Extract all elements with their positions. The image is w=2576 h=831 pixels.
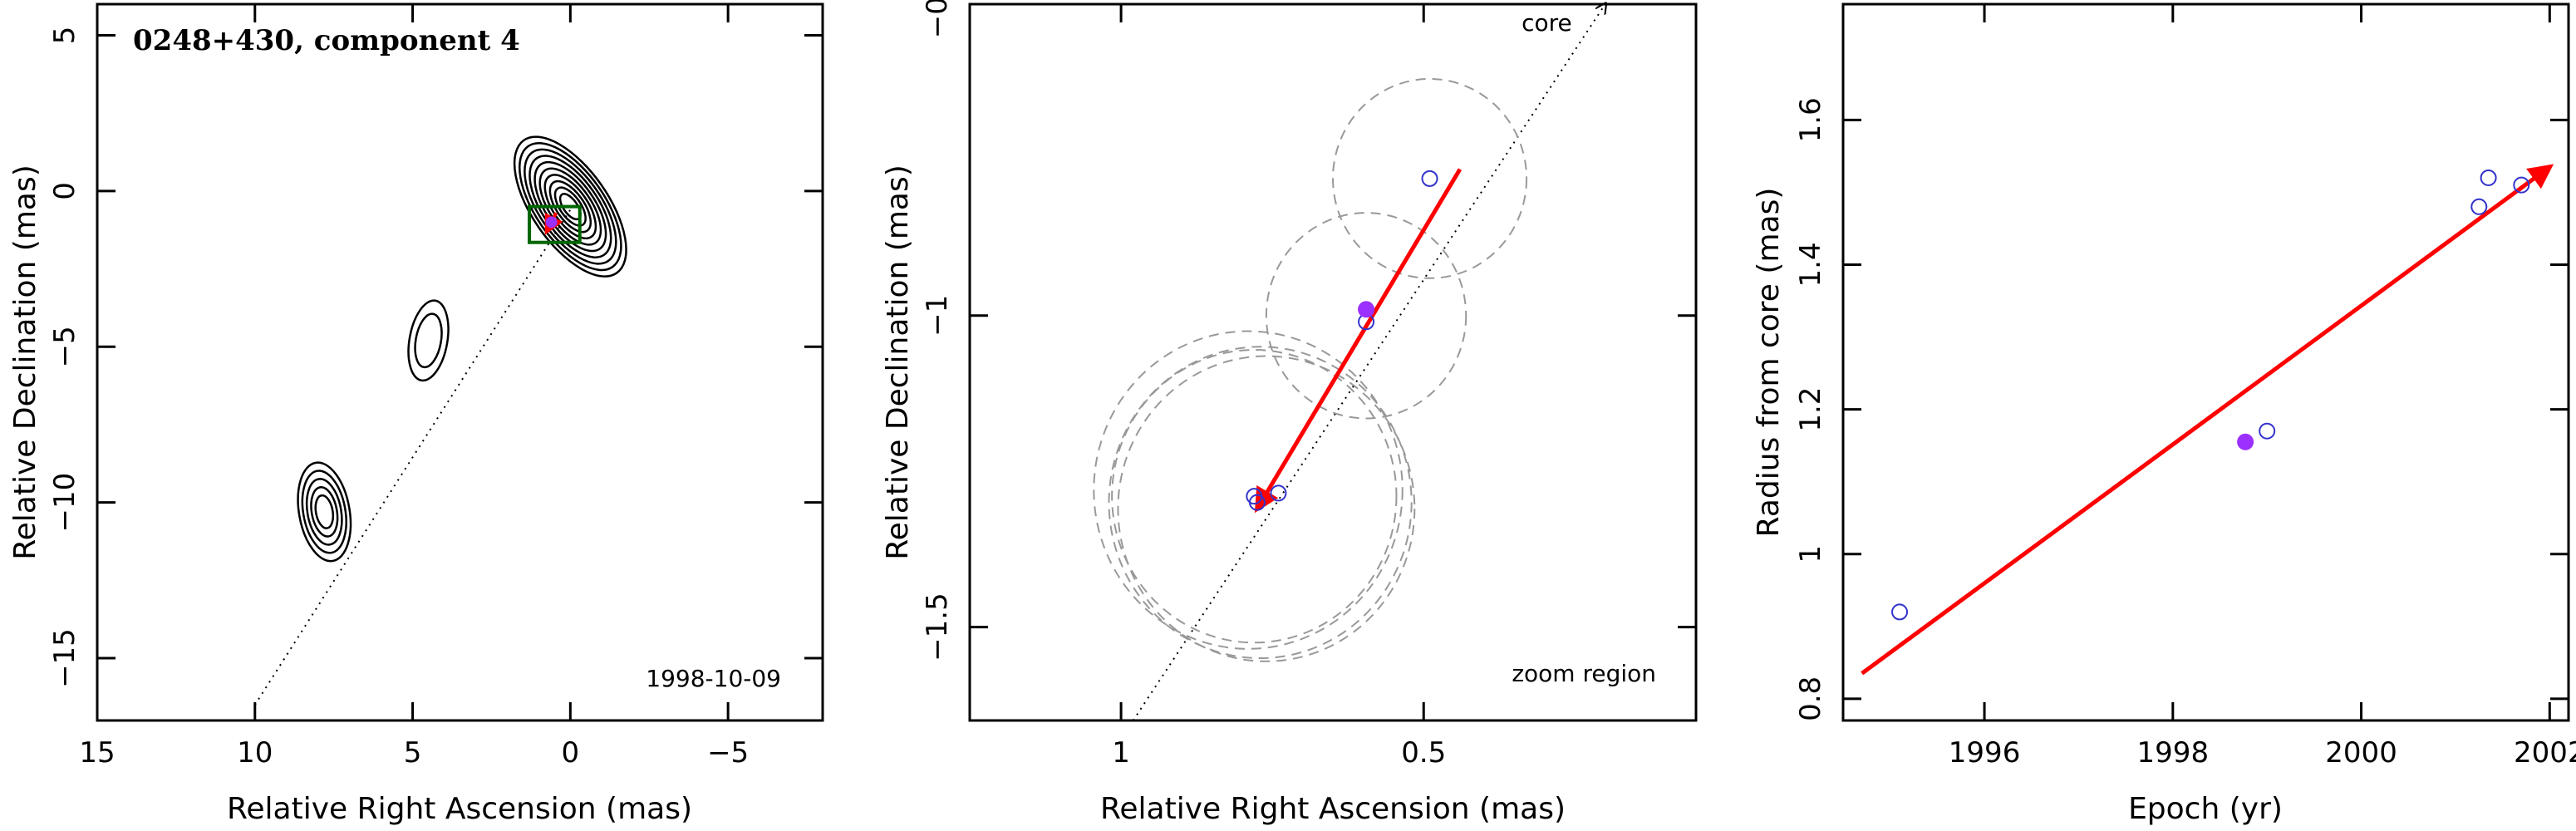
uncertainty-circle	[1117, 355, 1416, 662]
x-tick-label: 1	[1112, 736, 1130, 770]
uncertainty-circle	[1265, 212, 1467, 420]
y-tick-label: 1.2	[1794, 387, 1827, 432]
y-axis-label: Relative Declination (mas)	[8, 165, 42, 560]
x-tick-label: 15	[79, 736, 115, 770]
data-point-current	[1358, 301, 1375, 318]
contour-level	[407, 299, 450, 382]
contour-level	[414, 312, 443, 369]
y-tick-label: −1.5	[921, 593, 954, 661]
contour-level	[314, 494, 335, 529]
y-tick-label: −15	[48, 628, 81, 688]
plot-frame	[1841, 2, 2570, 722]
y-tick-label: 0.8	[1794, 676, 1827, 721]
contour-level	[553, 186, 587, 227]
data-point	[1421, 170, 1438, 187]
data-point	[1891, 603, 1909, 621]
zoom-box	[528, 204, 582, 244]
y-axis-label: Relative Declination (mas)	[881, 165, 915, 560]
contour-level	[310, 486, 339, 538]
y-tick-label: 1	[1794, 545, 1827, 563]
x-axis-label: Relative Right Ascension (mas)	[227, 792, 692, 826]
data-point	[2513, 176, 2530, 194]
x-tick-label: 10	[237, 736, 273, 770]
data-point-current	[2237, 433, 2254, 450]
y-tick-label: −0.5	[921, 0, 954, 38]
contour-level	[519, 142, 622, 272]
contour-level	[297, 461, 352, 563]
x-tick-label: 2000	[2325, 736, 2397, 770]
panel-title: 0248+430, component 4	[133, 24, 520, 57]
panel-radius-epoch: 1996 1998 2000 2002 0.8 1 1.2 1.4 1.6 Epoch (yr)…	[1752, 2, 2576, 826]
y-tick-label: 1.6	[1794, 97, 1827, 142]
data-point	[1248, 494, 1266, 511]
component-marker	[545, 216, 558, 229]
uncertainty-circle	[1111, 349, 1398, 644]
y-tick-label: −10	[48, 473, 81, 533]
contour-level	[513, 135, 627, 278]
x-axis-label: Epoch (yr)	[2128, 792, 2283, 826]
plot-frame	[968, 2, 1698, 722]
core-label: core	[1522, 9, 1572, 37]
jet-axis-line	[1132, 4, 1605, 721]
y-tick-label: 0	[48, 182, 81, 200]
x-tick-label: 1998	[2137, 736, 2210, 770]
uncertainty-circle	[1108, 346, 1413, 660]
x-tick-label: 5	[404, 736, 422, 770]
uncertainty-circle	[1093, 330, 1404, 650]
jet-axis-line	[253, 209, 572, 706]
uncertainty-circle	[1332, 77, 1528, 279]
x-tick-label: 0	[562, 736, 580, 770]
x-tick-label: 0.5	[1401, 736, 1446, 770]
data-point	[2480, 169, 2497, 186]
data-point	[2259, 422, 2276, 440]
zoom-annotation: zoom region	[1512, 660, 1656, 687]
data-point	[1270, 484, 1287, 502]
y-tick-label: −1	[921, 295, 954, 337]
x-tick-label: −5	[707, 736, 749, 770]
x-tick-label: 2002	[2514, 736, 2576, 770]
contour-level	[301, 470, 347, 554]
plot-frame	[96, 2, 824, 722]
y-axis-label: Radius from core (mas)	[1752, 188, 1786, 538]
y-tick-label: 5	[48, 27, 81, 45]
fit-vector	[1861, 164, 2554, 676]
y-tick-label: −5	[48, 326, 81, 367]
x-axis-label: Relative Right Ascension (mas)	[1100, 792, 1566, 826]
motion-vector	[1254, 168, 1463, 514]
y-tick-label: 1.4	[1794, 242, 1827, 287]
data-point	[2470, 198, 2488, 215]
epoch-annotation: 1998-10-09	[646, 665, 781, 692]
panel-zoom-region: 1 0.5 −0.5 −1 −1.5 core zoom region Relative …	[881, 0, 1698, 826]
contour-level	[305, 478, 343, 546]
x-tick-label: 1996	[1949, 736, 2021, 770]
panel-contour-map: 15 10 5 0 −5 5 0 −5 −10 −15 0248+430, component 4…	[8, 2, 824, 826]
